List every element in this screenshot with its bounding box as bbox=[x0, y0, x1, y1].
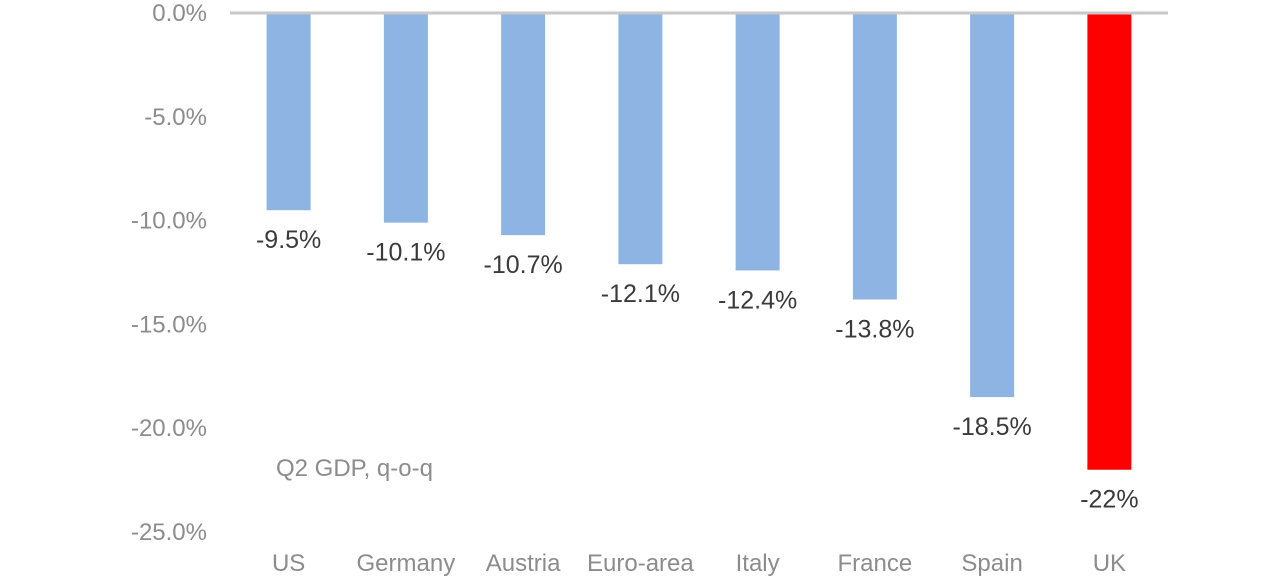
data-labels: -9.5% -10.1% -10.7% -12.1% -12.4% -13.8% -18.5… bbox=[256, 226, 1139, 513]
y-tick-label: -15.0% bbox=[131, 311, 207, 338]
data-label: -18.5% bbox=[953, 413, 1032, 441]
category-label: Germany bbox=[357, 550, 456, 577]
data-label: -12.1% bbox=[601, 280, 680, 308]
bar-germany bbox=[383, 13, 428, 223]
y-tick-label: -5.0% bbox=[144, 104, 207, 131]
data-label: -12.4% bbox=[718, 286, 797, 314]
bar-uk bbox=[1087, 13, 1132, 470]
bar-us bbox=[266, 13, 311, 211]
category-labels: US Germany Austria Euro-area Italy France Spai… bbox=[272, 550, 1126, 577]
y-tick-label: -10.0% bbox=[131, 208, 207, 235]
category-label: Spain bbox=[961, 550, 1022, 577]
bar-euro-area bbox=[618, 13, 663, 265]
y-tick-label: -20.0% bbox=[131, 415, 207, 442]
data-label: -13.8% bbox=[835, 315, 914, 343]
category-label: US bbox=[272, 550, 305, 577]
bars bbox=[266, 13, 1132, 470]
y-tick-label: -25.0% bbox=[131, 519, 207, 546]
y-axis-ticks: 0.0% -5.0% -10.0% -15.0% -20.0% -25.0% bbox=[131, 0, 207, 546]
category-label: Austria bbox=[486, 550, 561, 577]
data-label: -9.5% bbox=[256, 226, 321, 254]
bar-france bbox=[852, 13, 897, 300]
bar-italy bbox=[735, 13, 780, 271]
category-label: France bbox=[838, 550, 913, 577]
category-label: UK bbox=[1093, 550, 1126, 577]
category-label: Euro-area bbox=[587, 550, 694, 577]
data-label: -22% bbox=[1080, 486, 1138, 514]
y-tick-label: 0.0% bbox=[152, 0, 207, 27]
bar-spain bbox=[970, 13, 1015, 398]
data-label: -10.7% bbox=[484, 251, 563, 279]
category-label: Italy bbox=[736, 550, 780, 577]
data-label: -10.1% bbox=[366, 239, 445, 267]
bar-austria bbox=[501, 13, 546, 236]
chart-annotation: Q2 GDP, q-o-q bbox=[276, 455, 433, 482]
